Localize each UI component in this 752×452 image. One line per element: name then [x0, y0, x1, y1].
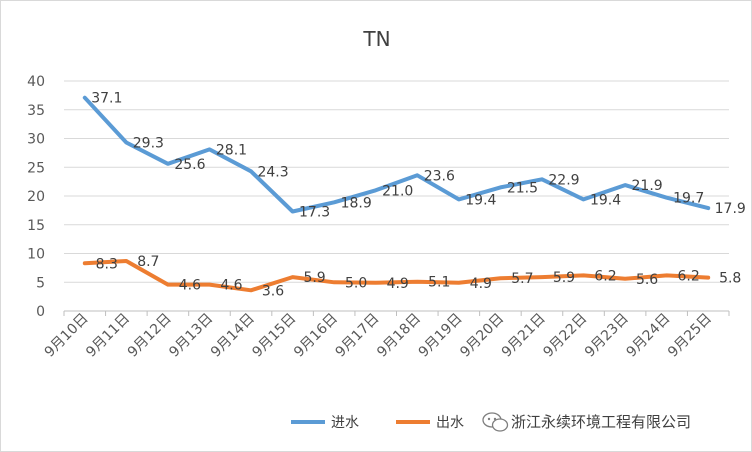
data-label: 8.7 [137, 254, 159, 270]
data-label: 5.8 [719, 271, 741, 287]
x-tick-label: 9月19日 [416, 311, 466, 361]
y-tick-label: 15 [27, 218, 45, 234]
data-label: 4.9 [387, 276, 409, 292]
x-tick-label: 9月22日 [540, 311, 590, 361]
data-label: 23.6 [424, 168, 455, 184]
data-label: 29.3 [133, 136, 164, 152]
data-label: 5.0 [345, 275, 367, 291]
y-tick-label: 30 [27, 132, 45, 148]
data-label: 19.7 [673, 191, 704, 207]
y-tick-label: 25 [27, 160, 45, 176]
x-tick-label: 9月13日 [166, 311, 216, 361]
x-tick-label: 9月24日 [623, 311, 673, 361]
x-tick-label: 9月21日 [499, 311, 549, 361]
y-tick-label: 40 [27, 74, 45, 90]
series-line-inflow [82, 95, 711, 214]
x-tick-label: 9月15日 [249, 311, 299, 361]
series-lines [82, 95, 711, 293]
data-label: 5.9 [553, 270, 575, 286]
x-tick-label: 9月10日 [42, 311, 92, 361]
series-line-outflow [82, 259, 711, 293]
data-label: 37.1 [91, 91, 122, 107]
data-label: 4.9 [470, 276, 492, 292]
data-label: 21.5 [507, 180, 538, 196]
gridlines [64, 80, 729, 283]
x-tick-label: 9月14日 [208, 311, 258, 361]
data-label: 28.1 [216, 142, 247, 158]
data-label: 22.9 [548, 172, 579, 188]
data-label: 4.6 [220, 278, 242, 294]
x-tick-label: 9月20日 [457, 311, 507, 361]
wechat-icon [482, 412, 509, 432]
x-tick-label: 9月23日 [582, 311, 632, 361]
data-label: 19.4 [465, 192, 496, 208]
legend-label-inflow: 进水 [331, 415, 359, 431]
x-tick-label: 9月12日 [125, 311, 175, 361]
data-label: 21.9 [632, 178, 663, 194]
watermark: 浙江永续环境工程有限公司 [482, 412, 691, 432]
x-tick-label: 9月17日 [333, 311, 383, 361]
data-label: 18.9 [341, 195, 372, 211]
x-tick-label: 9月18日 [374, 311, 424, 361]
data-label: 5.7 [511, 271, 533, 287]
x-tick-label: 9月11日 [83, 311, 133, 361]
data-label: 8.3 [96, 256, 118, 272]
data-label: 17.9 [715, 201, 746, 217]
data-label: 19.4 [590, 192, 621, 208]
data-label: 5.9 [303, 270, 325, 286]
y-tick-label: 20 [27, 189, 45, 205]
data-label: 5.1 [428, 275, 450, 291]
data-label: 17.3 [299, 205, 330, 221]
data-label: 6.2 [678, 268, 700, 284]
y-tick-label: 5 [36, 275, 45, 291]
data-label: 6.2 [594, 268, 616, 284]
x-tick-label: 9月25日 [665, 311, 715, 361]
data-label: 4.6 [179, 278, 201, 294]
y-tick-label: 35 [27, 103, 45, 119]
data-label: 24.3 [257, 164, 288, 180]
data-label: 25.6 [174, 157, 205, 173]
watermark-text: 浙江永续环境工程有限公司 [511, 413, 691, 431]
data-label: 5.6 [636, 272, 658, 288]
y-tick-label: 10 [27, 247, 45, 263]
data-label: 3.6 [262, 283, 284, 299]
legend-label-outflow: 出水 [436, 415, 464, 431]
chart-title: TN [362, 27, 390, 51]
legend: 进水 出水 [291, 415, 464, 431]
x-tick-label: 9月16日 [291, 311, 341, 361]
data-labels: 37.1 29.3 25.6 28.1 24.3 17.3 18.9 21.0 23.6 19.4… [91, 91, 746, 300]
y-tick-label: 0 [36, 304, 45, 320]
data-label: 21.0 [382, 183, 413, 199]
axes: 0 5 10 15 20 25 30 35 40 9月10日9月11日9月12日9月13日9月14… [27, 74, 730, 361]
